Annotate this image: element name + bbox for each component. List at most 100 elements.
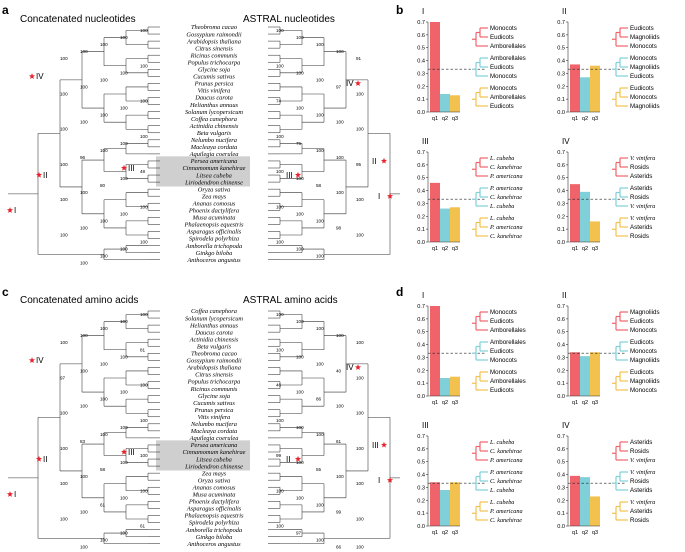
quartet-clade-label: Monocots: [630, 43, 657, 50]
taxon-label: Phoenix dactylifera: [188, 499, 239, 506]
bar-q1: [570, 64, 580, 112]
taxon-label: Actinidia chinensis: [189, 123, 239, 130]
left-support-value: 58: [100, 467, 106, 472]
bar-q3: [450, 207, 460, 242]
y-tick-label: 0.1: [557, 511, 565, 517]
taxon-label: Ricinus communis: [190, 52, 238, 59]
right-support-value: 100: [276, 418, 284, 423]
y-tick-label: 0.6: [557, 163, 565, 169]
taxon-label: Beta vulgaris: [197, 343, 232, 350]
taxon-label: Ananas comosus: [192, 200, 236, 207]
quartet-panel-numeral: II: [562, 291, 566, 300]
right-support-value: 100: [336, 120, 344, 125]
quartet-clade-label: Eudicots: [490, 348, 514, 355]
left-support-value: 97: [60, 375, 66, 380]
quartet-clade-label: Rosids: [630, 448, 649, 455]
left-support-value: 61: [140, 524, 146, 529]
node-mark-right: I: [378, 476, 380, 485]
quartet-clade-label: Amborellales: [490, 378, 526, 385]
quartet-clade-label: Asterids: [630, 173, 652, 180]
quartet-clade-label: Magnoliids: [630, 378, 660, 385]
taxon-label: Populus trichocarpa: [187, 379, 241, 386]
taxon-label: Phalaenopsis equestris: [183, 513, 244, 520]
node-star: [380, 441, 388, 448]
y-tick-label: 0.1: [417, 97, 425, 103]
y-tick-label: 0.3: [557, 355, 565, 361]
left-support-value: 100: [80, 120, 88, 125]
quartet-clade-label: Monocots: [490, 85, 517, 92]
magnoliid-highlight: [156, 156, 250, 187]
quartet-clade-label: Eudicots: [630, 369, 654, 376]
right-support-value: 100: [276, 524, 284, 529]
left-support-value: 100: [100, 538, 108, 543]
quartet-clade-label: Monocots: [630, 327, 657, 334]
quartet-clade-label: P. americana: [489, 457, 523, 464]
taxon-label: Litsea cubeba: [195, 456, 232, 463]
right-support-value: 100: [296, 354, 304, 359]
right-support-value: 100: [356, 340, 364, 345]
taxon-label: Gossypium raimondii: [186, 358, 241, 365]
left-support-value: 100: [100, 42, 108, 47]
right-support-value: 100: [356, 375, 364, 380]
title-astral-nucleotides: ASTRAL nucleotides: [243, 14, 335, 25]
y-tick-label: 0.6: [417, 447, 425, 453]
y-tick-label: 0.7: [417, 304, 425, 310]
quartet-clade-label: P. americana: [489, 185, 523, 192]
right-support-value: 100: [276, 240, 284, 245]
quartet-clade-label: Monocots: [490, 309, 517, 316]
quartet-clade-label: L. cubeba: [489, 499, 514, 506]
left-support-value: 100: [80, 509, 88, 514]
right-support-value: 100: [296, 106, 304, 111]
taxon-label: Coffea canephora: [191, 308, 237, 315]
quartet-clade-label: Amborellales: [490, 55, 526, 62]
quartet-clade-label: C. kanehirae: [490, 233, 522, 240]
taxon-label: Actinidia chinensis: [189, 336, 239, 343]
taxon-label: Prunus persica: [194, 81, 234, 88]
y-tick-label: 0.4: [417, 59, 425, 65]
quartet-clade-label: Amborellales: [490, 43, 526, 50]
bar-q1: [570, 184, 580, 242]
y-tick-label: 0.0: [417, 524, 425, 530]
quartet-clade-label: C. kanehirae: [490, 194, 522, 201]
right-support-value: 100: [336, 49, 344, 54]
y-tick-label: 0.4: [557, 343, 565, 349]
right-support-value: 100: [316, 502, 324, 507]
y-tick-label: 0.5: [417, 46, 425, 52]
taxon-label: Persea americana: [190, 158, 238, 165]
quartet-clade-label: V. vinifera: [630, 499, 655, 506]
quartet-clade-label: Magnoliids: [630, 103, 660, 110]
y-tick-label: 0.3: [557, 485, 565, 491]
right-support-value: 100: [356, 127, 364, 132]
quartet-clade-label: Asterids: [630, 185, 652, 192]
y-tick-label: 0.1: [417, 227, 425, 233]
panel-letter-a: a: [2, 3, 9, 17]
x-tick-label: q1: [432, 400, 438, 406]
x-tick-label: q2: [582, 116, 588, 122]
quartet-clade-label: V. vinifera: [630, 215, 655, 222]
y-tick-label: 0.4: [557, 59, 565, 65]
taxon-label: Glycine soja: [198, 67, 230, 74]
quartet-clade-label: Monocots: [490, 73, 517, 80]
left-support-value: 100: [140, 99, 148, 104]
taxon-label: Liriodendron chinense: [184, 179, 243, 186]
taxon-label: Persea americana: [190, 442, 238, 449]
y-tick-label: 0.4: [417, 473, 425, 479]
quartet-panel-numeral: I: [422, 7, 424, 16]
node-star: [6, 207, 14, 213]
right-support-value: 100: [296, 495, 304, 500]
taxon-label: Liriodendron chinense: [184, 463, 243, 470]
taxon-label: Beta vulgaris: [197, 130, 232, 137]
taxon-label: Cucumis sativus: [193, 400, 235, 407]
right-support-value: 74: [276, 99, 282, 104]
y-tick-label: 0.6: [417, 163, 425, 169]
y-tick-label: 0.7: [417, 150, 425, 156]
quartet-clade-label: Monocots: [630, 55, 657, 62]
y-tick-label: 0.5: [417, 176, 425, 182]
taxon-label: Solanum lycopersicum: [185, 315, 243, 322]
left-support-value: 100: [140, 418, 148, 423]
magnoliid-highlight: [156, 440, 250, 471]
y-tick-label: 0.6: [557, 447, 565, 453]
y-tick-label: 0.5: [557, 460, 565, 466]
quartet-panel-numeral: IV: [562, 137, 570, 146]
quartet-clade-label: Eudicots: [630, 25, 654, 32]
